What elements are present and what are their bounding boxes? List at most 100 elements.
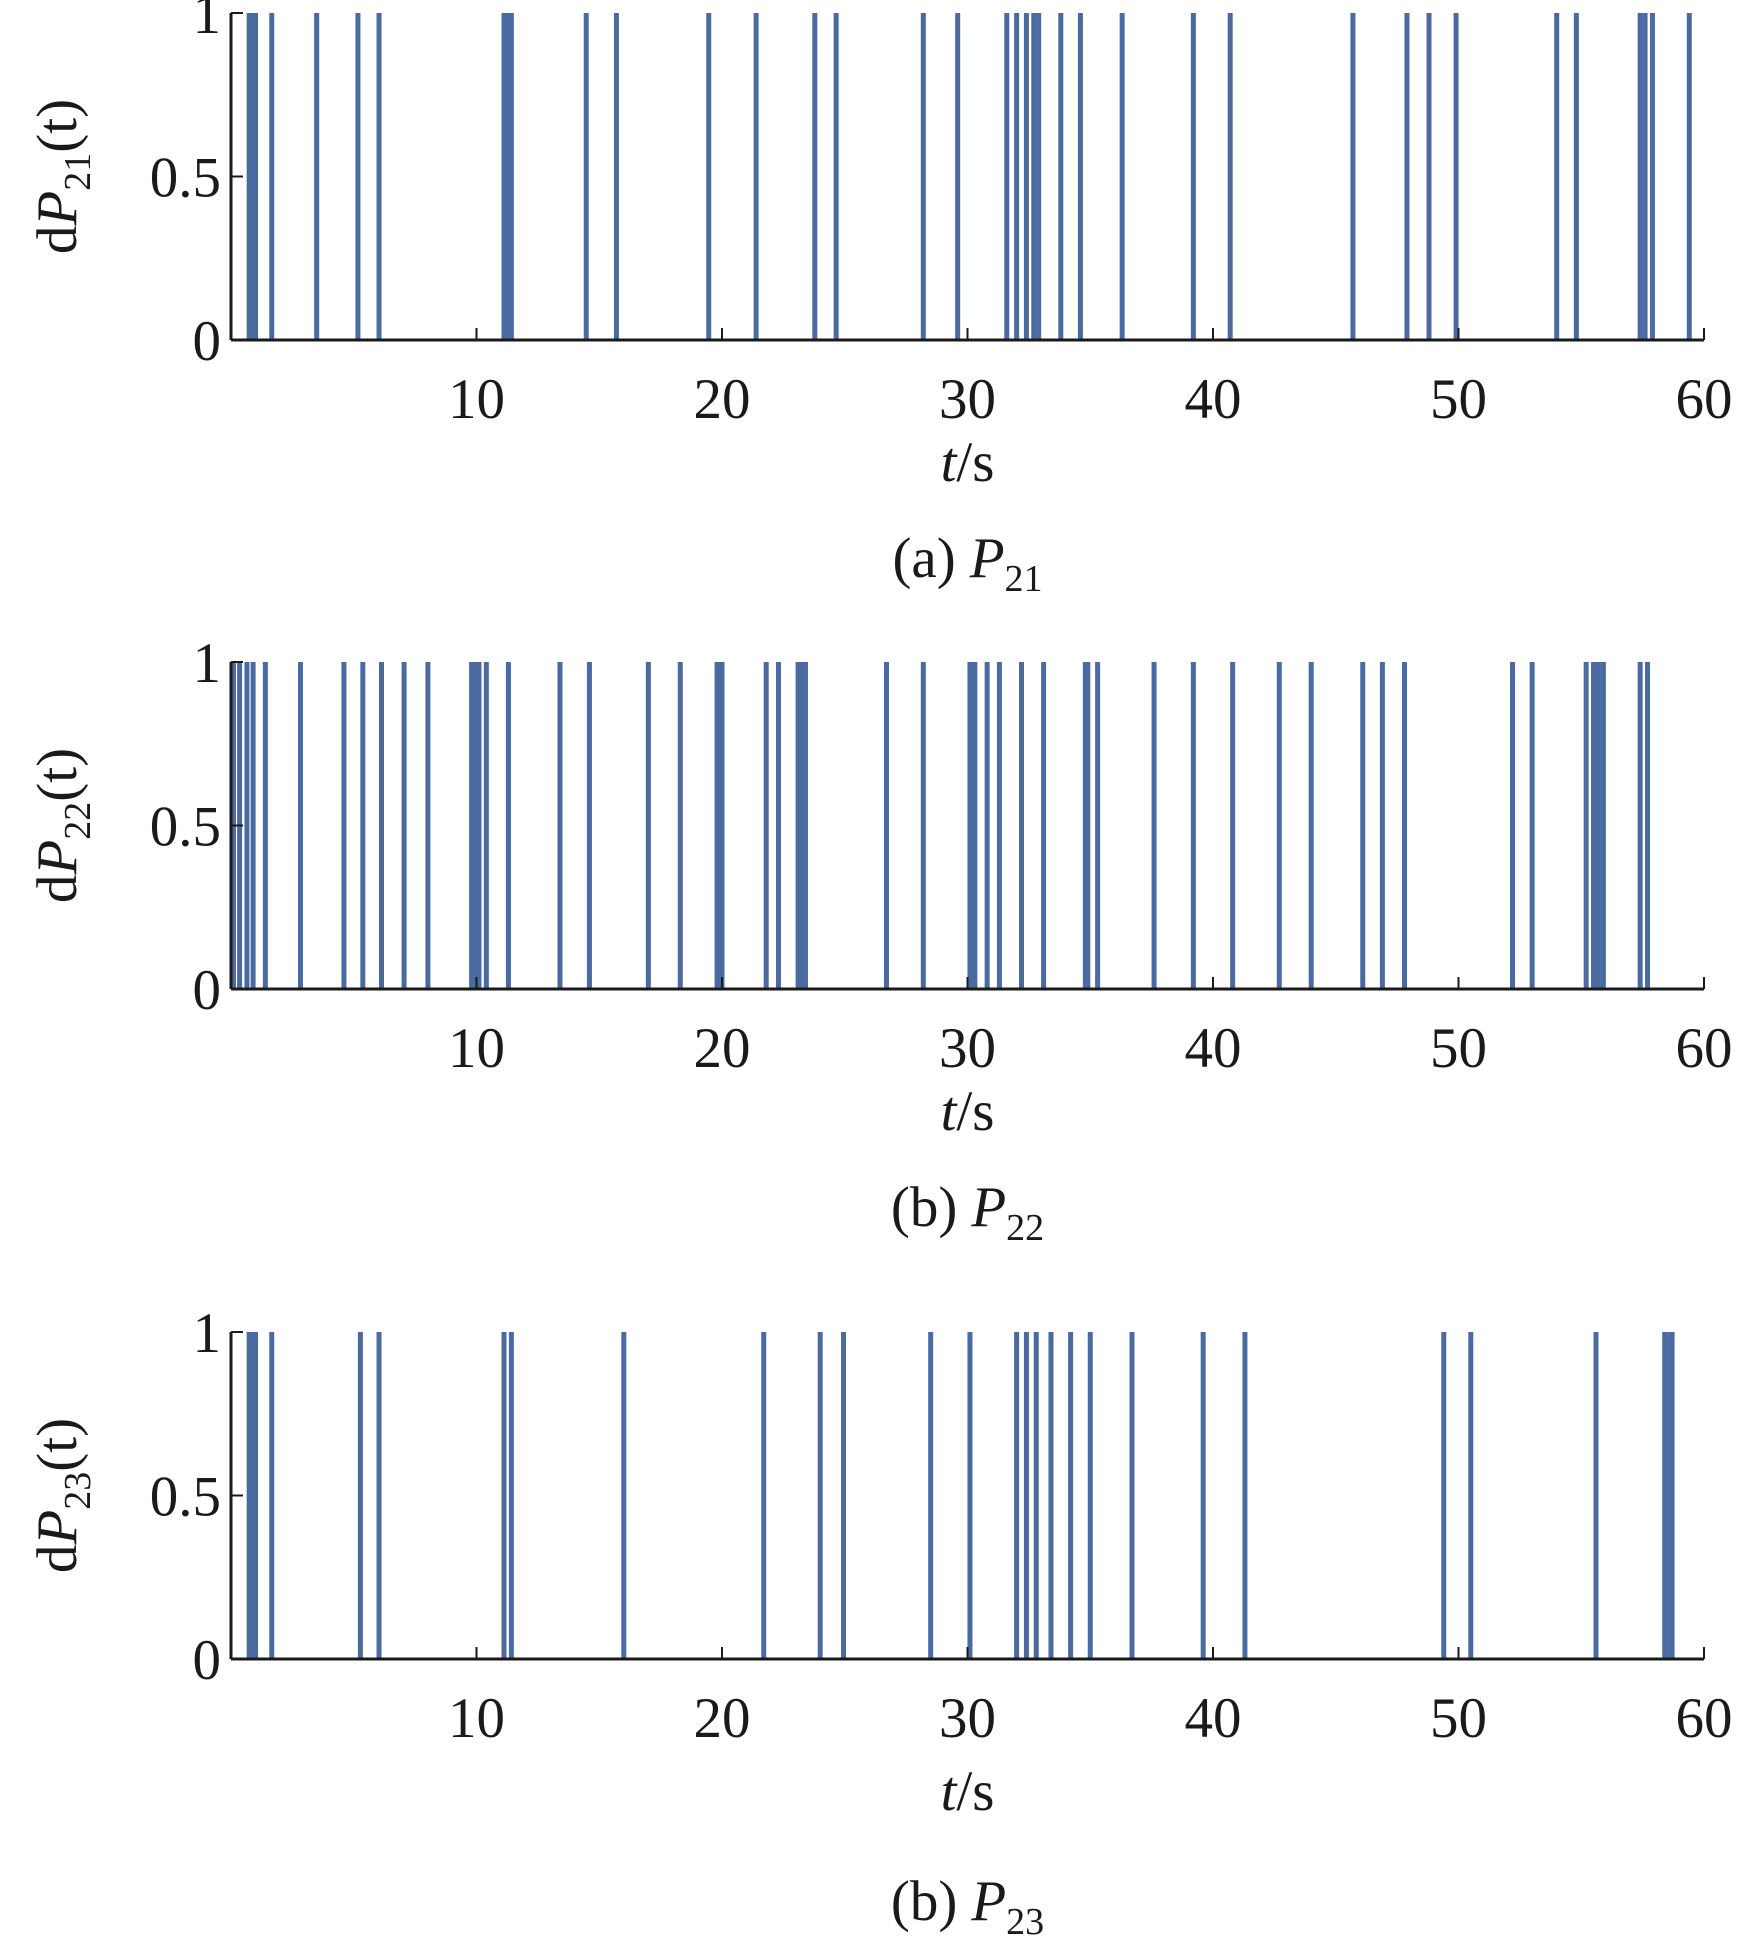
- bar: [621, 1332, 627, 1659]
- bar: [378, 662, 384, 989]
- bar: [505, 13, 511, 340]
- y-axis-label-part: P: [26, 840, 89, 876]
- x-tick-label: 30: [939, 1017, 996, 1080]
- x-axis-label-part: t: [941, 431, 958, 494]
- bar: [1004, 13, 1010, 340]
- bar: [557, 662, 563, 989]
- bar: [583, 13, 589, 340]
- y-tick-label: 0.5: [150, 147, 221, 210]
- caption-part: 21: [1005, 558, 1043, 600]
- bar: [1637, 13, 1643, 340]
- bar: [508, 1332, 514, 1659]
- x-tick-label: 20: [694, 1687, 751, 1750]
- bar: [1200, 1332, 1206, 1659]
- bar: [677, 662, 683, 989]
- bar: [1453, 13, 1459, 340]
- bar: [753, 13, 759, 340]
- bar: [425, 662, 431, 989]
- bar: [1033, 1332, 1039, 1659]
- bar: [1119, 13, 1125, 340]
- bar: [1441, 1332, 1447, 1659]
- bar: [719, 662, 725, 989]
- bar: [586, 662, 592, 989]
- caption-part: P: [969, 527, 1005, 590]
- x-tick-label: 50: [1430, 1687, 1487, 1750]
- bar: [1401, 662, 1407, 989]
- bar: [1645, 662, 1651, 989]
- bar: [1426, 13, 1432, 340]
- bar: [1023, 13, 1029, 340]
- bar: [246, 1332, 252, 1659]
- bar: [967, 662, 973, 989]
- bar: [1019, 662, 1025, 989]
- bar: [469, 662, 475, 989]
- x-tick-label: 60: [1676, 368, 1733, 431]
- y-axis-label-part: P: [26, 1510, 89, 1546]
- bar: [1227, 13, 1233, 340]
- bar: [1669, 1332, 1675, 1659]
- bar: [802, 662, 808, 989]
- bar: [246, 13, 252, 340]
- bar: [355, 13, 361, 340]
- bar: [314, 13, 320, 340]
- bar: [269, 1332, 275, 1659]
- bar: [1662, 1332, 1668, 1659]
- bar: [984, 662, 990, 989]
- x-tick-label: 50: [1430, 368, 1487, 431]
- y-tick-label: 1: [193, 632, 222, 695]
- x-tick-label: 40: [1185, 1687, 1242, 1750]
- x-axis-label-part: /s: [956, 431, 994, 494]
- bar: [1242, 1332, 1248, 1659]
- bar: [1595, 662, 1601, 989]
- bar: [1068, 1332, 1074, 1659]
- x-tick-label: 10: [448, 1687, 505, 1750]
- bar: [1058, 13, 1064, 340]
- y-tick-label: 0: [193, 310, 222, 373]
- x-tick-label: 50: [1430, 1017, 1487, 1080]
- bar: [706, 13, 712, 340]
- bar: [401, 662, 407, 989]
- bar: [1583, 662, 1589, 989]
- caption-part: (a): [892, 527, 955, 590]
- bar: [250, 662, 256, 989]
- bar: [1041, 662, 1047, 989]
- bar: [1276, 662, 1282, 989]
- bar: [501, 13, 507, 340]
- bar: [1600, 662, 1606, 989]
- bar: [505, 662, 511, 989]
- y-axis-label-part: P: [26, 191, 89, 227]
- bar: [928, 1332, 934, 1659]
- x-tick-label: 40: [1185, 1017, 1242, 1080]
- x-axis-label: t/s: [941, 1760, 995, 1823]
- bar: [1637, 662, 1643, 989]
- y-axis-label-part: (t): [26, 99, 89, 153]
- bar: [1350, 13, 1356, 340]
- bar: [1230, 662, 1236, 989]
- x-tick-label: 60: [1676, 1687, 1733, 1750]
- x-tick-label: 60: [1676, 1017, 1733, 1080]
- bar: [269, 13, 275, 340]
- bar: [1593, 1332, 1599, 1659]
- bar: [996, 662, 1002, 989]
- bar: [1591, 662, 1597, 989]
- y-axis-label-part: 23: [57, 1472, 99, 1510]
- bar: [972, 662, 978, 989]
- y-axis-label: dP21(t): [26, 99, 99, 254]
- y-tick-label: 1: [193, 1302, 222, 1365]
- bar: [1686, 13, 1692, 340]
- x-tick-label: 30: [939, 368, 996, 431]
- y-axis-label-part: d: [26, 226, 89, 255]
- bar: [613, 13, 619, 340]
- bar: [508, 13, 514, 340]
- caption: (b) P23: [891, 1870, 1044, 1943]
- bar: [1308, 662, 1314, 989]
- bar: [883, 662, 889, 989]
- bar: [1077, 13, 1083, 340]
- x-axis-label: t/s: [941, 431, 995, 494]
- y-tick-label: 0: [193, 959, 222, 1022]
- bar: [1014, 1332, 1020, 1659]
- bar: [376, 13, 382, 340]
